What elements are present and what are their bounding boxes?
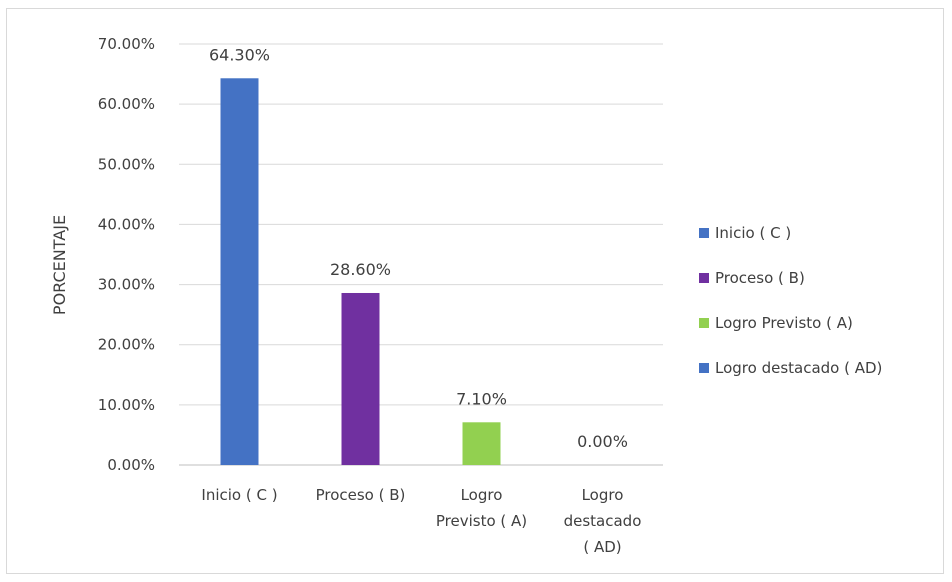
- legend-entry: Logro destacado ( AD): [715, 359, 882, 377]
- y-tick-label: 0.00%: [107, 456, 155, 474]
- y-tick-label: 20.00%: [98, 336, 155, 354]
- gridlines: [179, 43, 663, 466]
- category-label: Previsto ( A): [436, 512, 527, 530]
- y-tick-label: 30.00%: [98, 276, 155, 294]
- y-tick-label: 10.00%: [98, 396, 155, 414]
- y-axis-label: PORCENTAJE: [50, 215, 69, 315]
- data-label: 28.60%: [330, 260, 391, 279]
- category-label: Inicio ( C ): [201, 486, 277, 504]
- category-label: destacado: [564, 512, 642, 530]
- legend-swatch: [699, 363, 709, 373]
- data-labels: 64.30% 28.60% 7.10% 0.00%: [209, 45, 628, 451]
- legend-swatch: [699, 228, 709, 238]
- legend-swatch: [699, 318, 709, 328]
- legend: Inicio ( C ) Proceso ( B) Logro Previsto (…: [699, 224, 882, 377]
- legend-swatch: [699, 273, 709, 283]
- category-labels: Inicio ( C ) Proceso ( B) Logro Previsto ( …: [201, 486, 641, 556]
- chart-frame: 0.00% 10.00% 20.00% 30.00% 40.00% 50.00% 60.00…: [6, 8, 944, 574]
- y-tick-label: 40.00%: [98, 215, 155, 233]
- data-label: 7.10%: [456, 389, 507, 408]
- y-tick-label: 60.00%: [98, 95, 155, 113]
- y-tick-label: 50.00%: [98, 155, 155, 173]
- y-tick-label: 70.00%: [98, 35, 155, 53]
- bar: [220, 78, 259, 465]
- category-label: ( AD): [583, 538, 621, 556]
- bar-chart: 0.00% 10.00% 20.00% 30.00% 40.00% 50.00% 60.00…: [50, 35, 882, 556]
- bar: [341, 292, 380, 465]
- legend-entry: Inicio ( C ): [715, 224, 791, 242]
- category-label: Logro: [461, 486, 503, 504]
- legend-entry: Logro Previsto ( A): [715, 314, 853, 332]
- category-label: Proceso ( B): [316, 486, 406, 504]
- data-label: 64.30%: [209, 45, 270, 64]
- bars: [220, 78, 501, 465]
- bar: [462, 422, 501, 465]
- data-label: 0.00%: [577, 432, 628, 451]
- y-tick-labels: 0.00% 10.00% 20.00% 30.00% 40.00% 50.00% 60.00…: [98, 35, 155, 474]
- category-label: Logro: [582, 486, 624, 504]
- legend-entry: Proceso ( B): [715, 269, 805, 287]
